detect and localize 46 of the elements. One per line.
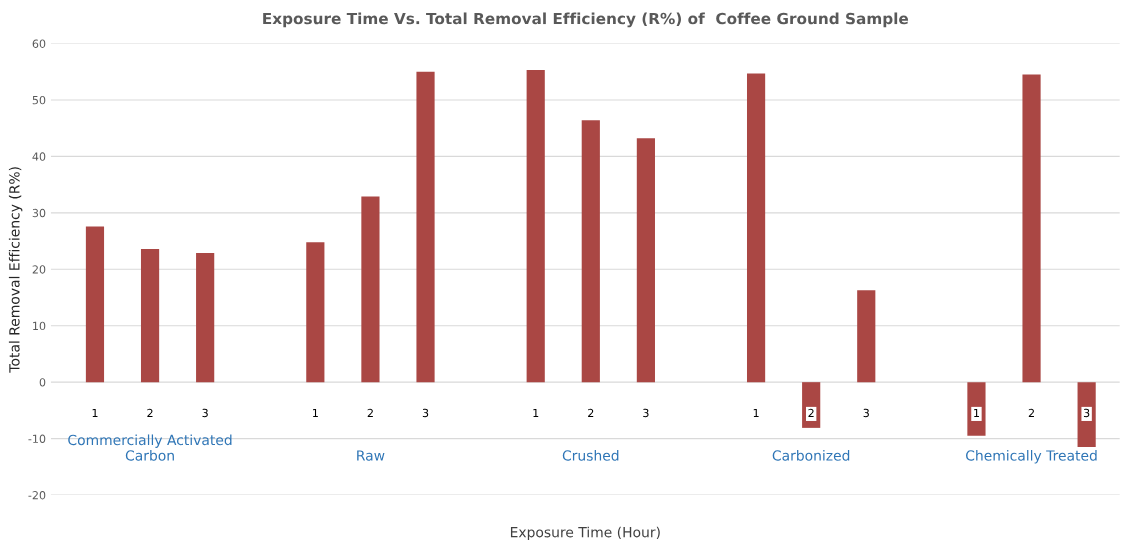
y-tick-label: 50 (32, 95, 46, 105)
annotation: Crushed (562, 449, 619, 461)
bar (306, 242, 325, 383)
y-tick-label: -10 (28, 434, 46, 443)
bar (857, 290, 876, 383)
y-tick-label: -20 (28, 491, 46, 500)
bar (746, 73, 766, 383)
annotation: Commercially Activated Carbon (68, 434, 232, 461)
y-tick-label: 30 (32, 208, 46, 218)
x-tick-label: 2 (147, 408, 153, 417)
x-tick-label: 1 (974, 408, 979, 417)
x-tick-label: 3 (643, 408, 649, 418)
annotation: Carbonized (772, 449, 850, 461)
bar (361, 196, 380, 383)
annotation: Raw (357, 450, 385, 461)
bar (196, 252, 215, 383)
x-tick-label: 2 (367, 408, 373, 417)
x-tick-label: 3 (863, 408, 869, 418)
x-tick-label: 1 (92, 408, 98, 417)
bar (526, 70, 545, 383)
x-tick-label: 3 (1083, 408, 1090, 418)
chart-title: Exposure Time Vs. Total Removal Efficiency (R%) of Coffee Ground Sample (263, 12, 909, 28)
bar (85, 226, 105, 383)
y-tick-label: 10 (33, 321, 46, 331)
x-tick-label: 1 (313, 408, 318, 417)
y-tick-label: 60 (32, 39, 46, 48)
x-tick-label: 2 (588, 408, 594, 417)
x-tick-label: 2 (808, 408, 814, 417)
y-tick-label: 0 (39, 378, 46, 387)
y-axis-title: Total Removal Efficiency (R%) (8, 167, 23, 373)
bar (1077, 382, 1096, 448)
x-tick-label: 3 (422, 408, 429, 418)
annotation: Chemically Treated (966, 449, 1097, 464)
x-tick-label: 1 (753, 408, 759, 417)
bar (1022, 74, 1041, 383)
bar (636, 138, 655, 383)
y-tick-label: 20 (32, 265, 46, 274)
x-tick-label: 2 (1028, 408, 1034, 417)
x-axis-title: Exposure Time (Hour) (510, 526, 660, 541)
bar (140, 248, 160, 383)
x-tick-label: 3 (202, 408, 208, 418)
bar (581, 120, 600, 383)
bar (416, 71, 435, 383)
y-tick-label: 40 (32, 152, 46, 161)
x-tick-label: 1 (533, 408, 539, 417)
bar (967, 382, 986, 436)
